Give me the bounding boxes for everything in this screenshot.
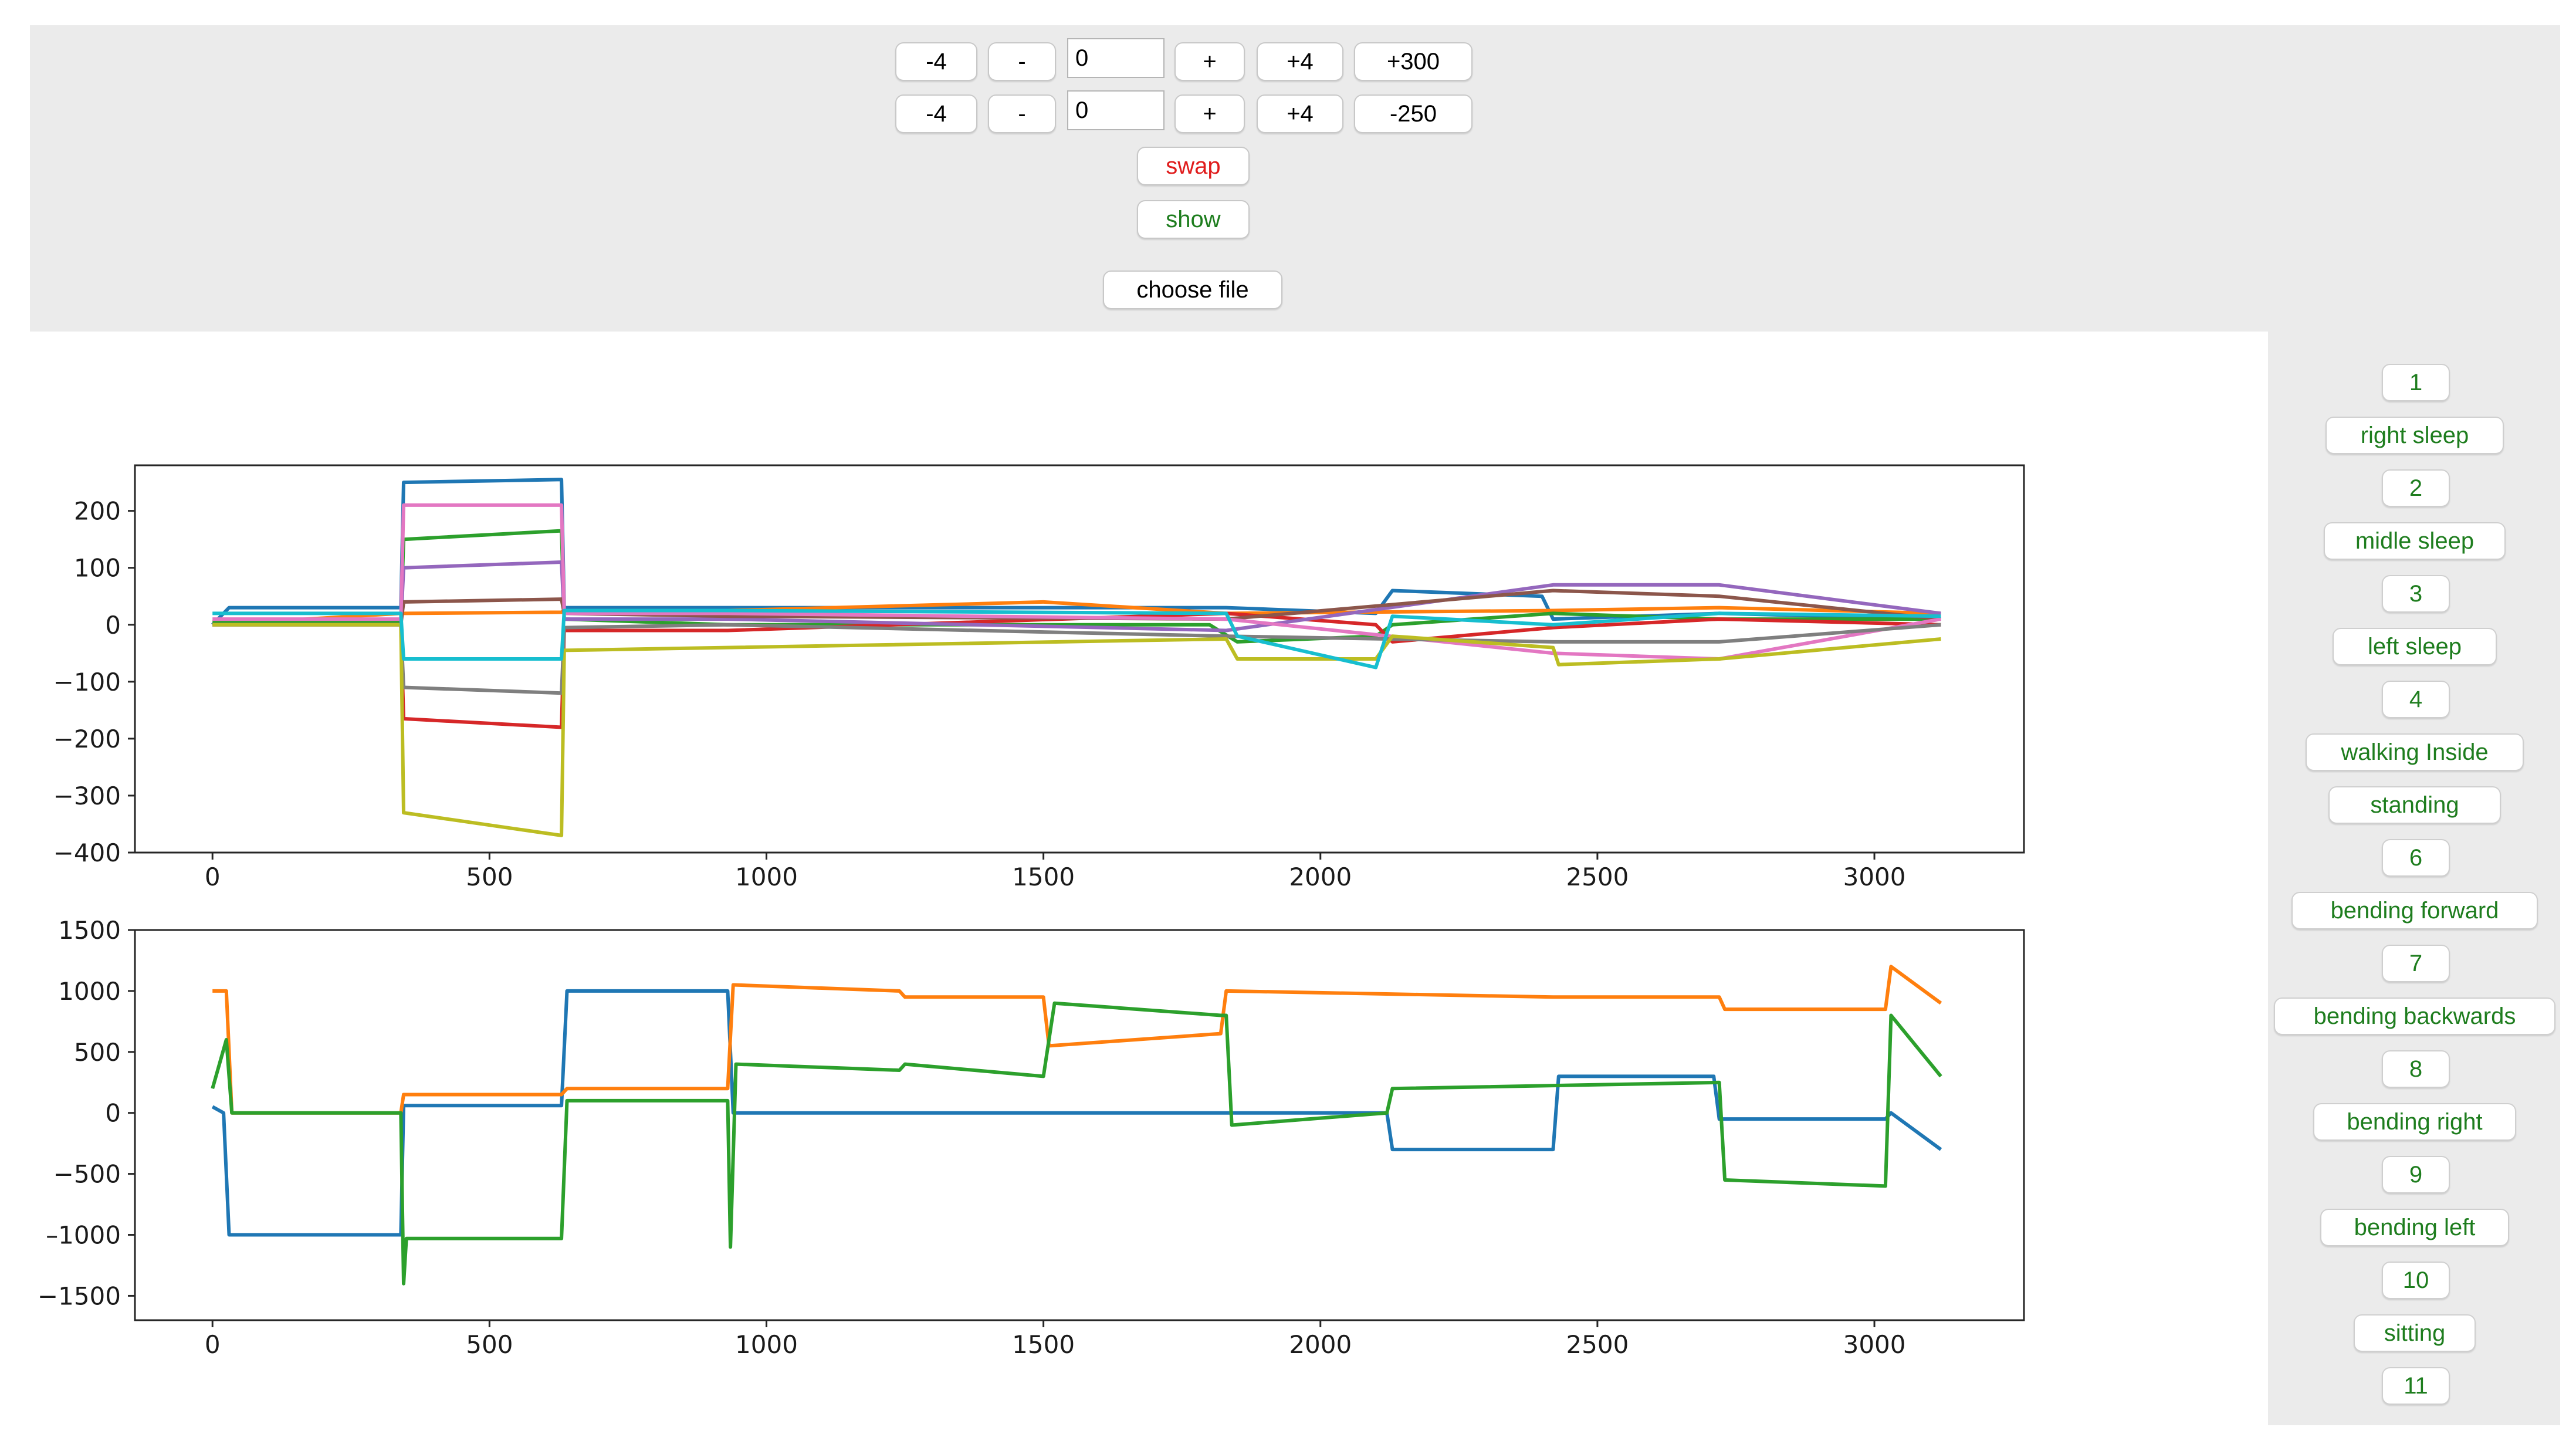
row2-plus-button[interactable]: + — [1174, 94, 1245, 133]
top-x-tick-label: 0 — [205, 863, 221, 891]
row1-minus4-button[interactable]: -4 — [895, 42, 977, 81]
top-series-s9 — [212, 623, 1941, 837]
top-x-tick-label: 2500 — [1566, 863, 1629, 891]
label-button-bending-right[interactable]: bending right — [2313, 1103, 2516, 1141]
top-series-s7 — [212, 503, 1941, 661]
top-chart-y-ticks: 200 100 0 −100 −200 −300 −400 — [53, 497, 135, 867]
label-button-2[interactable]: 2 — [2382, 469, 2450, 507]
label-button-bending-left[interactable]: bending left — [2320, 1209, 2509, 1246]
row2-plus4-button[interactable]: +4 — [1257, 94, 1343, 133]
bottom-y-tick-label: 0 — [105, 1099, 121, 1128]
top-chart: 0 500 1000 1500 2000 2500 3000 2001000−100−200… — [53, 464, 2025, 891]
bottom-chart: 0 500 1000 1500 2000 2500 3000 1500 1000 500 0 −50… — [38, 916, 2025, 1359]
label-button-4[interactable]: 4 — [2382, 681, 2450, 718]
top-chart-x-ticks: 0 500 1000 1500 2000 2500 3000 — [205, 853, 1906, 891]
bottom-y-tick-label: 500 — [74, 1038, 121, 1067]
row1-offset-input[interactable] — [1067, 38, 1165, 78]
label-button-9[interactable]: 9 — [2382, 1156, 2450, 1193]
label-button-bending-backwards[interactable]: bending backwards — [2274, 997, 2555, 1035]
label-button-left-sleep[interactable]: left sleep — [2333, 628, 2497, 665]
bottom-x-tick-label: 3000 — [1843, 1330, 1906, 1359]
top-x-tick-label: 1000 — [735, 863, 798, 891]
label-panel: 1 right sleep 2 midle sleep 3 left sleep… — [2268, 332, 2560, 1425]
label-button-8[interactable]: 8 — [2382, 1050, 2450, 1088]
row1-jump-button[interactable]: +300 — [1354, 42, 1473, 81]
top-chart-series — [211, 478, 1941, 837]
top-y-tick-label: −200 — [53, 725, 121, 753]
top-y-tick-label: 100 — [74, 554, 121, 583]
row2-minus4-button[interactable]: -4 — [895, 94, 977, 133]
show-button[interactable]: show — [1137, 200, 1250, 239]
label-button-bending-forward[interactable]: bending forward — [2291, 892, 2538, 929]
label-button-walking-inside[interactable]: walking Inside — [2306, 733, 2524, 771]
bottom-y-tick-label: −500 — [53, 1160, 121, 1189]
bottom-x-tick-label: 2000 — [1289, 1330, 1352, 1359]
label-button-standing[interactable]: standing — [2328, 786, 2501, 824]
bottom-x-tick-label: 1000 — [735, 1330, 798, 1359]
toolbar: -4 - + +4 +300 -4 - + +4 -250 swap show … — [30, 25, 2560, 332]
label-button-11[interactable]: 11 — [2382, 1367, 2450, 1405]
bottom-y-tick-label: 1500 — [58, 916, 121, 945]
bottom-series-s3 — [211, 1001, 1942, 1286]
charts-area: 0 500 1000 1500 2000 2500 3000 2001000−100−200… — [38, 464, 2025, 1359]
top-x-tick-label: 3000 — [1843, 863, 1906, 891]
label-button-3[interactable]: 3 — [2382, 575, 2450, 613]
top-y-tick-label: 200 — [74, 497, 121, 526]
top-x-tick-label: 2000 — [1289, 863, 1352, 891]
top-x-tick-label: 1500 — [1012, 863, 1075, 891]
bottom-x-tick-label: 500 — [466, 1330, 513, 1359]
label-button-6[interactable]: 6 — [2382, 839, 2450, 877]
top-x-tick-label: 500 — [466, 863, 513, 891]
row2-offset-input[interactable] — [1067, 90, 1165, 130]
bottom-x-tick-label: 0 — [205, 1330, 221, 1359]
choose-file-button[interactable]: choose file — [1103, 270, 1282, 309]
top-y-tick-label: −400 — [53, 838, 121, 867]
bottom-chart-series — [211, 965, 1942, 1286]
bottom-x-tick-label: 2500 — [1566, 1330, 1629, 1359]
top-y-tick-label: −300 — [53, 782, 121, 810]
row2-minus-button[interactable]: - — [988, 94, 1056, 133]
label-button-10[interactable]: 10 — [2382, 1262, 2450, 1299]
row1-plus-button[interactable]: + — [1174, 42, 1245, 81]
bottom-chart-y-ticks: 1500 1000 500 0 −500 –1000 −1500 — [38, 916, 135, 1310]
label-button-right-sleep[interactable]: right sleep — [2325, 417, 2504, 454]
bottom-chart-frame — [134, 929, 2025, 1321]
bottom-y-tick-label: −1500 — [38, 1281, 121, 1310]
row1-minus-button[interactable]: - — [988, 42, 1056, 81]
label-button-sitting[interactable]: sitting — [2354, 1314, 2476, 1352]
bottom-series-s2 — [212, 965, 1942, 1115]
bottom-y-tick-label: 1000 — [58, 977, 121, 1006]
top-y-tick-label: −100 — [53, 668, 121, 696]
row1-plus4-button[interactable]: +4 — [1257, 42, 1343, 81]
swap-button[interactable]: swap — [1137, 147, 1250, 185]
bottom-y-tick-label: –1000 — [46, 1221, 121, 1250]
top-y-tick-label: 0 — [105, 611, 121, 640]
label-button-1[interactable]: 1 — [2382, 364, 2450, 401]
bottom-chart-x-ticks: 0 500 1000 1500 2000 2500 3000 — [205, 1320, 1906, 1359]
label-button-midle-sleep[interactable]: midle sleep — [2324, 522, 2506, 560]
row2-jump-button[interactable]: -250 — [1354, 94, 1473, 133]
top-series-s10 — [212, 608, 1941, 669]
label-button-7[interactable]: 7 — [2382, 945, 2450, 982]
bottom-x-tick-label: 1500 — [1012, 1330, 1075, 1359]
